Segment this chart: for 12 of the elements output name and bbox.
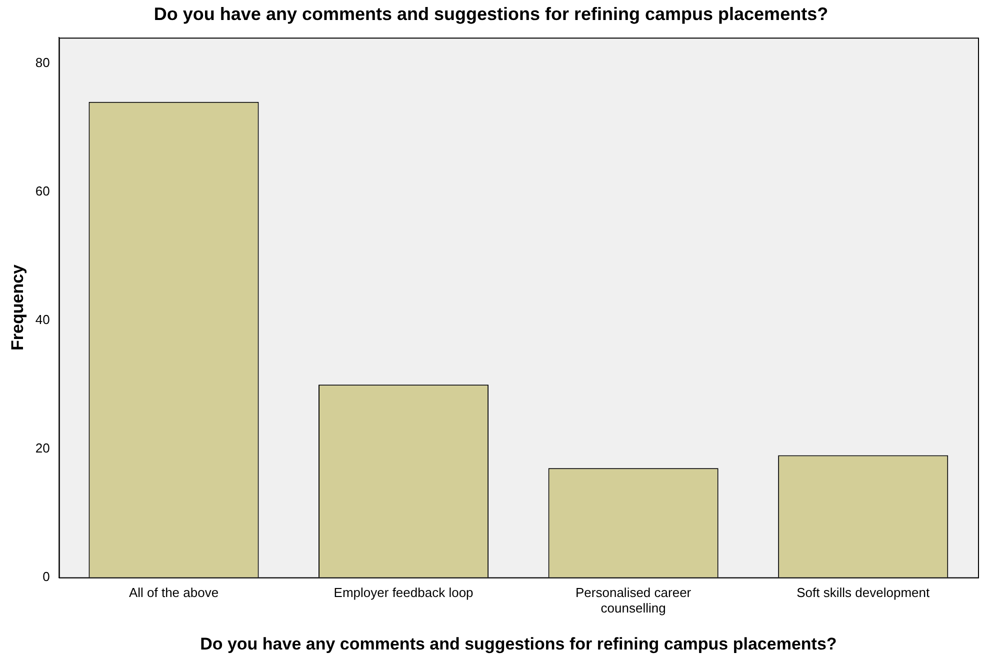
x-tick-label: Soft skills development [796, 584, 930, 600]
y-tick-label: 60 [35, 183, 50, 198]
y-axis-title: Frequency [8, 264, 27, 350]
x-tick-label: Personalised career counselling [576, 584, 692, 616]
y-tick-label: 80 [35, 54, 50, 70]
chart-title: Do you have any comments and suggestions for refining campus placements? [154, 4, 828, 24]
y-tick-label: 40 [35, 312, 50, 327]
x-tick-label: Employer feedback loop [334, 584, 474, 600]
y-tick-label: 0 [42, 568, 50, 584]
y-tick-label: 20 [35, 440, 50, 456]
x-axis-title: Do you have any comments and suggestions for refining campus placements? [200, 634, 837, 654]
x-tick-label: All of the above [128, 584, 219, 600]
